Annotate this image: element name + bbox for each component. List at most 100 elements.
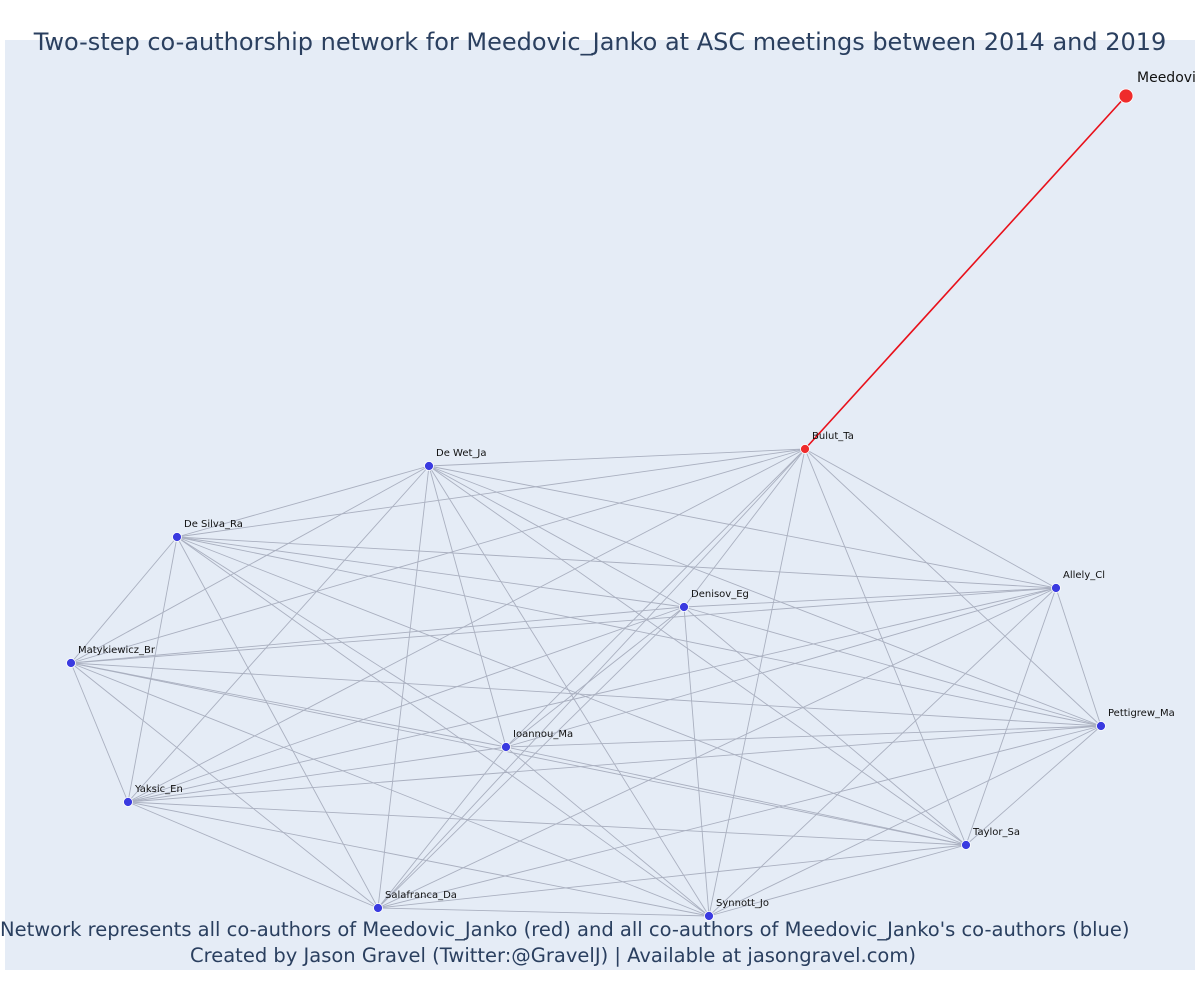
edge	[708, 725, 1102, 917]
edge	[505, 746, 967, 846]
edge	[176, 536, 710, 917]
edge	[708, 844, 967, 917]
edge	[428, 465, 507, 748]
edge	[70, 465, 430, 664]
edge	[428, 465, 967, 846]
node-label: Denisov_Eg	[691, 589, 749, 600]
node-pettigrew-ma[interactable]: Pettigrew_Ma	[1096, 708, 1175, 731]
edge	[127, 801, 379, 909]
edge	[1055, 587, 1102, 727]
node-ioannou-ma[interactable]: Ioannou_Ma	[501, 729, 574, 752]
edge	[70, 662, 967, 846]
edge	[428, 465, 710, 917]
node-label: Synnott_Jo	[716, 898, 769, 909]
node-bulut-ta[interactable]: Bulut_Ta	[800, 431, 854, 454]
node-marker[interactable]	[1118, 88, 1134, 104]
edge	[377, 746, 507, 909]
node-de-silva-ra[interactable]: De Silva_Ra	[172, 519, 243, 542]
edge	[804, 448, 967, 846]
node-marker[interactable]	[800, 444, 810, 454]
caption-description: Network represents all co-authors of Mee…	[0, 918, 1130, 941]
edge	[377, 725, 1102, 909]
edge	[377, 448, 806, 909]
edge	[804, 448, 1057, 589]
node-marker[interactable]	[501, 742, 511, 752]
node-allely-cl[interactable]: Allely_Cl	[1051, 570, 1106, 593]
edge	[428, 465, 1102, 727]
node-label: Taylor_Sa	[972, 827, 1020, 838]
node-taylor-sa[interactable]: Taylor_Sa	[961, 827, 1020, 850]
node-label: Pettigrew_Ma	[1108, 708, 1175, 719]
node-marker[interactable]	[373, 903, 383, 913]
edge	[70, 662, 379, 909]
caption-credit: Created by Jason Gravel (Twitter:@Gravel…	[190, 944, 916, 967]
node-marker[interactable]	[172, 532, 182, 542]
edge	[377, 844, 967, 909]
node-marker[interactable]	[123, 797, 133, 807]
node-label: De Wet_Ja	[436, 448, 486, 459]
edge	[176, 536, 1102, 727]
edge	[683, 587, 1057, 608]
edge	[70, 448, 806, 664]
node-label: Yaksic_En	[134, 784, 183, 795]
edge	[428, 465, 1057, 589]
edge	[70, 662, 507, 748]
node-label: Matykiewicz_Br	[78, 645, 156, 656]
edge	[127, 801, 967, 846]
edge	[176, 536, 379, 909]
edge	[377, 465, 430, 909]
node-synnott-jo[interactable]: Synnott_Jo	[704, 898, 769, 921]
node-marker[interactable]	[424, 461, 434, 471]
edge	[127, 801, 710, 917]
edge	[176, 448, 806, 538]
edge	[683, 448, 806, 608]
edge	[176, 536, 685, 608]
node-yaksic-en[interactable]: Yaksic_En	[123, 784, 183, 807]
edge	[505, 606, 685, 748]
node-marker[interactable]	[704, 911, 714, 921]
node-marker[interactable]	[1051, 583, 1061, 593]
node-de-wet-ja[interactable]: De Wet_Ja	[424, 448, 487, 471]
chart-title: Two-step co-authorship network for Meedo…	[33, 28, 1167, 56]
edge	[127, 448, 806, 803]
edge	[70, 587, 1057, 664]
edge	[428, 465, 685, 608]
edge	[70, 536, 178, 664]
network-graph: Meedovi Bulut_Ta De Wet_Ja De Silva_Ra Allel…	[66, 70, 1195, 921]
edge	[127, 536, 178, 803]
node-marker[interactable]	[1096, 721, 1106, 731]
edge	[127, 725, 1102, 803]
edge	[804, 448, 1102, 727]
node-label: Allely_Cl	[1063, 570, 1105, 581]
edge	[965, 587, 1057, 846]
node-marker[interactable]	[961, 840, 971, 850]
node-denisov-eg[interactable]: Denisov_Eg	[679, 589, 749, 612]
edge	[70, 606, 685, 664]
node-matykiewicz-br[interactable]: Matykiewicz_Br	[66, 645, 156, 668]
node-label: De Silva_Ra	[184, 519, 243, 530]
node-label: Meedovi	[1137, 70, 1195, 86]
edge	[683, 606, 967, 846]
edge	[377, 907, 710, 917]
edge	[708, 587, 1057, 917]
node-marker[interactable]	[66, 658, 76, 668]
edge	[176, 536, 967, 846]
edge	[127, 606, 685, 803]
edge	[70, 662, 129, 803]
edge	[683, 606, 710, 917]
edge	[70, 662, 1102, 727]
edge	[70, 662, 710, 917]
edge	[505, 587, 1057, 748]
node-salafranca-da[interactable]: Salafranca_Da	[373, 890, 457, 913]
edge	[176, 536, 1057, 589]
focal-edge	[804, 95, 1127, 450]
edge	[505, 725, 1102, 748]
edge	[428, 448, 806, 467]
plot-area: Meedovi Bulut_Ta De Wet_Ja De Silva_Ra Allel…	[5, 40, 1195, 970]
edges	[70, 448, 1102, 917]
node-meedovic-janko[interactable]: Meedovi	[1118, 70, 1195, 104]
node-label: Ioannou_Ma	[513, 729, 573, 740]
edge	[176, 465, 430, 538]
edge	[708, 448, 806, 917]
node-marker[interactable]	[679, 602, 689, 612]
